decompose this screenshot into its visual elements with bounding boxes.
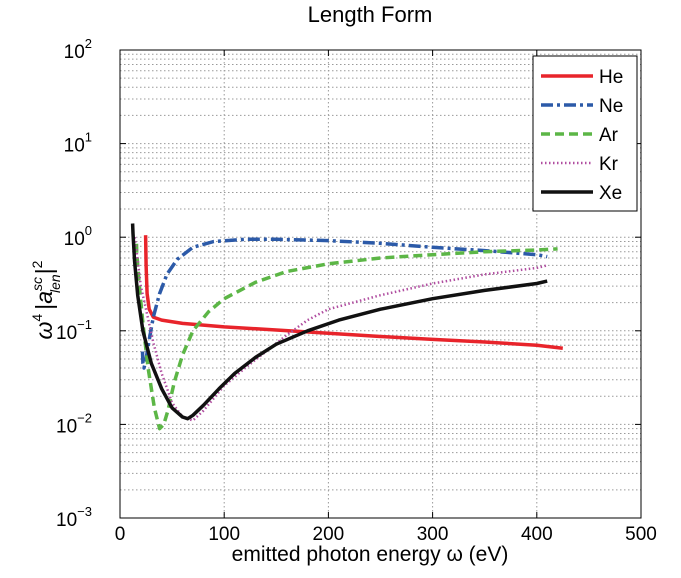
y-label-var: a <box>31 291 57 304</box>
y-label-bar-left: | <box>31 304 57 310</box>
series-line-he <box>143 235 564 351</box>
x-tick-label: 200 <box>313 524 345 545</box>
y-label-sub: len <box>47 274 63 293</box>
series-line-xe <box>130 223 548 421</box>
chart-title: Length Form <box>308 2 433 27</box>
y-axis-label: ω4|asc len|2 <box>29 260 63 339</box>
x-tick-label: 500 <box>625 524 657 545</box>
legend-label-ar: Ar <box>599 125 619 146</box>
y-tick-label: 102 <box>64 36 92 63</box>
y-label-exp: 4 <box>29 314 45 322</box>
x-tick-label: 400 <box>521 524 553 545</box>
legend-label-xe: Xe <box>599 183 622 204</box>
x-axis-label: emitted photon energy ω (eV) <box>232 543 509 566</box>
series-line-kr <box>133 237 548 422</box>
plot-area <box>130 223 564 431</box>
y-label-power: 2 <box>29 260 45 268</box>
legend-label-ne: Ne <box>599 96 623 117</box>
y-tick-label: 10−1 <box>56 317 92 344</box>
legend-label-he: He <box>599 67 623 88</box>
series-line-ar <box>134 243 558 431</box>
y-tick-label: 100 <box>64 223 92 250</box>
legend-label-kr: Kr <box>599 154 619 175</box>
y-tick-label: 10−3 <box>56 504 92 531</box>
y-tick-label: 10−2 <box>56 410 92 437</box>
y-tick-label: 101 <box>64 130 92 157</box>
plot-frame <box>119 49 642 519</box>
x-tick-label: 100 <box>208 524 240 545</box>
x-tick-label: 300 <box>417 524 449 545</box>
legend: He Ne Ar Kr Xe <box>532 55 638 212</box>
axes: 0 100 200 300 400 500 10−3 10−2 10−1 100 101 102 <box>56 36 657 545</box>
y-label-omega: ω <box>31 321 57 339</box>
x-tick-label: 0 <box>115 524 126 545</box>
y-label-sup: sc <box>29 277 45 291</box>
y-label-bar-right: | <box>31 268 57 274</box>
